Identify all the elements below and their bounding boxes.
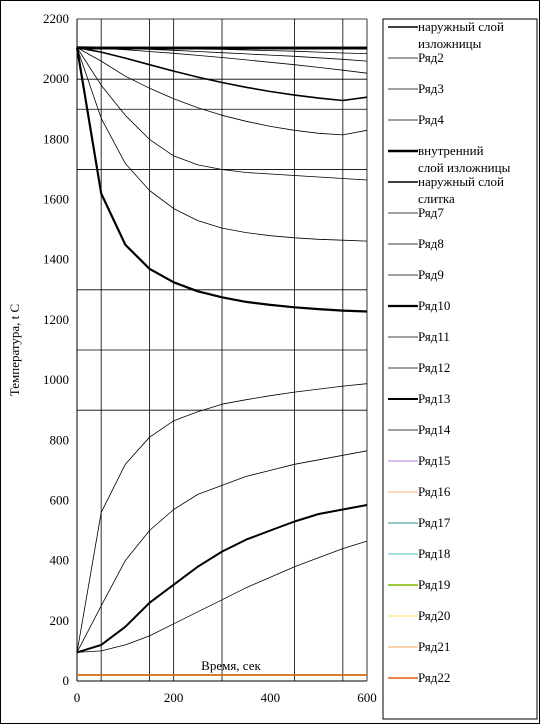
y-tick-label: 1200: [43, 312, 69, 327]
legend-box: [383, 19, 537, 719]
y-tick-label: 1000: [43, 372, 69, 387]
y-tick-label: 600: [50, 492, 70, 507]
legend-label: Ряд2: [418, 50, 444, 65]
y-tick-label: 0: [63, 673, 70, 688]
y-tick-label: 2000: [43, 71, 69, 86]
legend-label: Ряд7: [418, 205, 444, 220]
legend-label: Ряд22: [418, 670, 450, 685]
x-tick-label: 200: [164, 690, 184, 705]
legend-label: Ряд11: [418, 329, 450, 344]
x-tick-label: 0: [74, 690, 81, 705]
y-tick-labels: 0 200 400 600 800 1000 1200 1400 1600 1800 2000 220…: [43, 11, 69, 688]
legend-label: Ряд21: [418, 639, 450, 654]
legend-label: Ряд19: [418, 577, 450, 592]
grid: [77, 19, 367, 681]
y-tick-label: 1800: [43, 131, 69, 146]
legend-label: Ряд3: [418, 81, 444, 96]
y-tick-label: 200: [50, 613, 70, 628]
legend-label: Ряд17: [418, 515, 451, 530]
legend-label: Ряд18: [418, 546, 450, 561]
legend-label: Ряд20: [418, 608, 450, 623]
y-axis-label: Температура, t C: [7, 304, 22, 396]
legend-label: Ряд14: [418, 422, 451, 437]
legend-label: Ряд16: [418, 484, 451, 499]
legend-label: Ряд10: [418, 298, 450, 313]
x-tick-label: 400: [261, 690, 281, 705]
y-tick-label: 400: [50, 553, 70, 568]
legend-label: Ряд4: [418, 112, 444, 127]
y-tick-label: 2200: [43, 11, 69, 26]
x-tick-labels: 0 200 400 600: [74, 690, 377, 705]
legend-label: Ряд8: [418, 236, 444, 251]
y-tick-label: 1600: [43, 192, 69, 207]
legend-label: Ряд13: [418, 391, 450, 406]
legend-label: Ряд12: [418, 360, 450, 375]
y-tick-label: 1400: [43, 252, 69, 267]
legend-label: Ряд9: [418, 267, 444, 282]
x-tick-label: 600: [357, 690, 377, 705]
x-axis-label: Время, сек: [201, 658, 261, 673]
legend-label: Ряд15: [418, 453, 450, 468]
y-tick-label: 800: [50, 432, 70, 447]
